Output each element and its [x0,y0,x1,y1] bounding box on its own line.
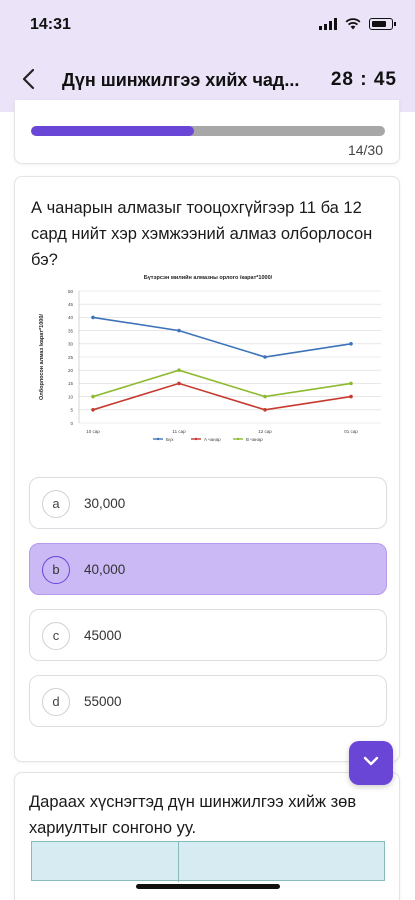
progress-counter: 14/30 [347,142,383,158]
series-line-2 [92,382,352,411]
question-text: А чанарын алмазыг тооцохгүйгээр 11 ба 12… [31,199,373,269]
wifi-icon [345,18,361,30]
question-chart: Бүтэрсэн милийн алмазны орлого /карат*10… [33,271,381,443]
page-title: Дүн шинжилгээ хийх чад... [62,70,300,90]
legend-label: Бүх [166,437,174,442]
data-point [177,328,181,333]
question-card: А чанарын алмазыг тооцохгүйгээр 11 ба 12… [14,176,400,762]
status-bar: 14:31 [30,14,396,36]
option-value: 40,000 [84,562,126,577]
series-line-1 [92,316,352,358]
data-point [263,394,267,399]
status-time: 14:31 [30,16,71,33]
y-tick-label: 15 [68,381,74,386]
legend-label: А чанар [204,437,221,442]
option-c[interactable]: c 45000 [29,609,387,661]
battery-icon [369,18,396,30]
y-axis-label: Олборлосон алмаз /карат*1000/ [38,314,45,400]
y-tick-label: 30 [68,342,74,347]
home-indicator [136,884,280,889]
y-tick-label: 35 [68,328,74,333]
y-tick-label: 45 [68,302,74,307]
option-value: 45000 [84,628,122,643]
data-point [349,394,353,399]
x-tick-label: 01 сар [344,429,358,434]
status-icons [319,18,396,30]
legend-marker [236,437,240,441]
option-letter: d [42,688,70,716]
progress-card: 14/30 [14,100,400,164]
data-point [91,315,95,320]
chart-title: Бүтэрсэн милийн алмазны орлого /карат*10… [144,274,273,281]
option-letter: c [42,622,70,650]
x-tick-label: 12 сар [258,429,272,434]
y-tick-label: 0 [70,421,73,426]
y-tick-label: 10 [68,394,74,399]
x-tick-label: 10 сар [86,429,100,434]
option-d[interactable]: d 55000 [29,675,387,727]
signal-icon [319,18,337,30]
next-question-text: Дараах хүснэгтэд дүн шинжилгээ хийж зөв … [29,793,357,837]
option-a[interactable]: a 30,000 [29,477,387,529]
next-question-card: Дараах хүснэгтэд дүн шинжилгээ хийж зөв … [14,772,400,900]
data-point [263,355,267,359]
option-b[interactable]: b 40,000 [29,543,387,595]
y-tick-label: 25 [68,355,74,360]
countdown-timer: 28 : 45 [330,69,397,90]
legend-marker [194,437,198,441]
option-value: 30,000 [84,496,126,511]
data-point [91,394,95,399]
data-point [263,408,267,412]
series-line-3 [92,369,352,398]
data-point [177,381,181,386]
data-point [177,368,181,372]
x-tick-label: 11 сар [172,429,186,434]
data-point [349,381,353,386]
data-table [31,841,385,882]
data-point [349,342,353,346]
data-point [91,408,95,412]
progress-bar [31,126,385,136]
legend-marker [156,437,160,441]
legend-label: В чанар [246,437,263,442]
chevron-left-icon [22,68,35,90]
scroll-down-button[interactable] [349,741,393,785]
top-app-bar: 14:31 Дүн шинжилгээ хийх чад... 28 : 45 [0,0,415,112]
back-button[interactable] [14,64,44,94]
line-chart: Бүтэрсэн милийн алмазны орлого /карат*10… [38,274,381,442]
chevron-down-icon [363,756,379,766]
y-tick-label: 40 [68,315,74,320]
option-letter: a [42,490,70,518]
option-letter: b [42,556,70,584]
y-tick-label: 5 [70,408,73,413]
option-value: 55000 [84,694,122,709]
header: Дүн шинжилгээ хийх чад... 28 : 45 [0,60,415,100]
progress-fill [31,126,194,136]
y-tick-label: 20 [68,368,74,373]
y-tick-label: 50 [68,289,74,294]
